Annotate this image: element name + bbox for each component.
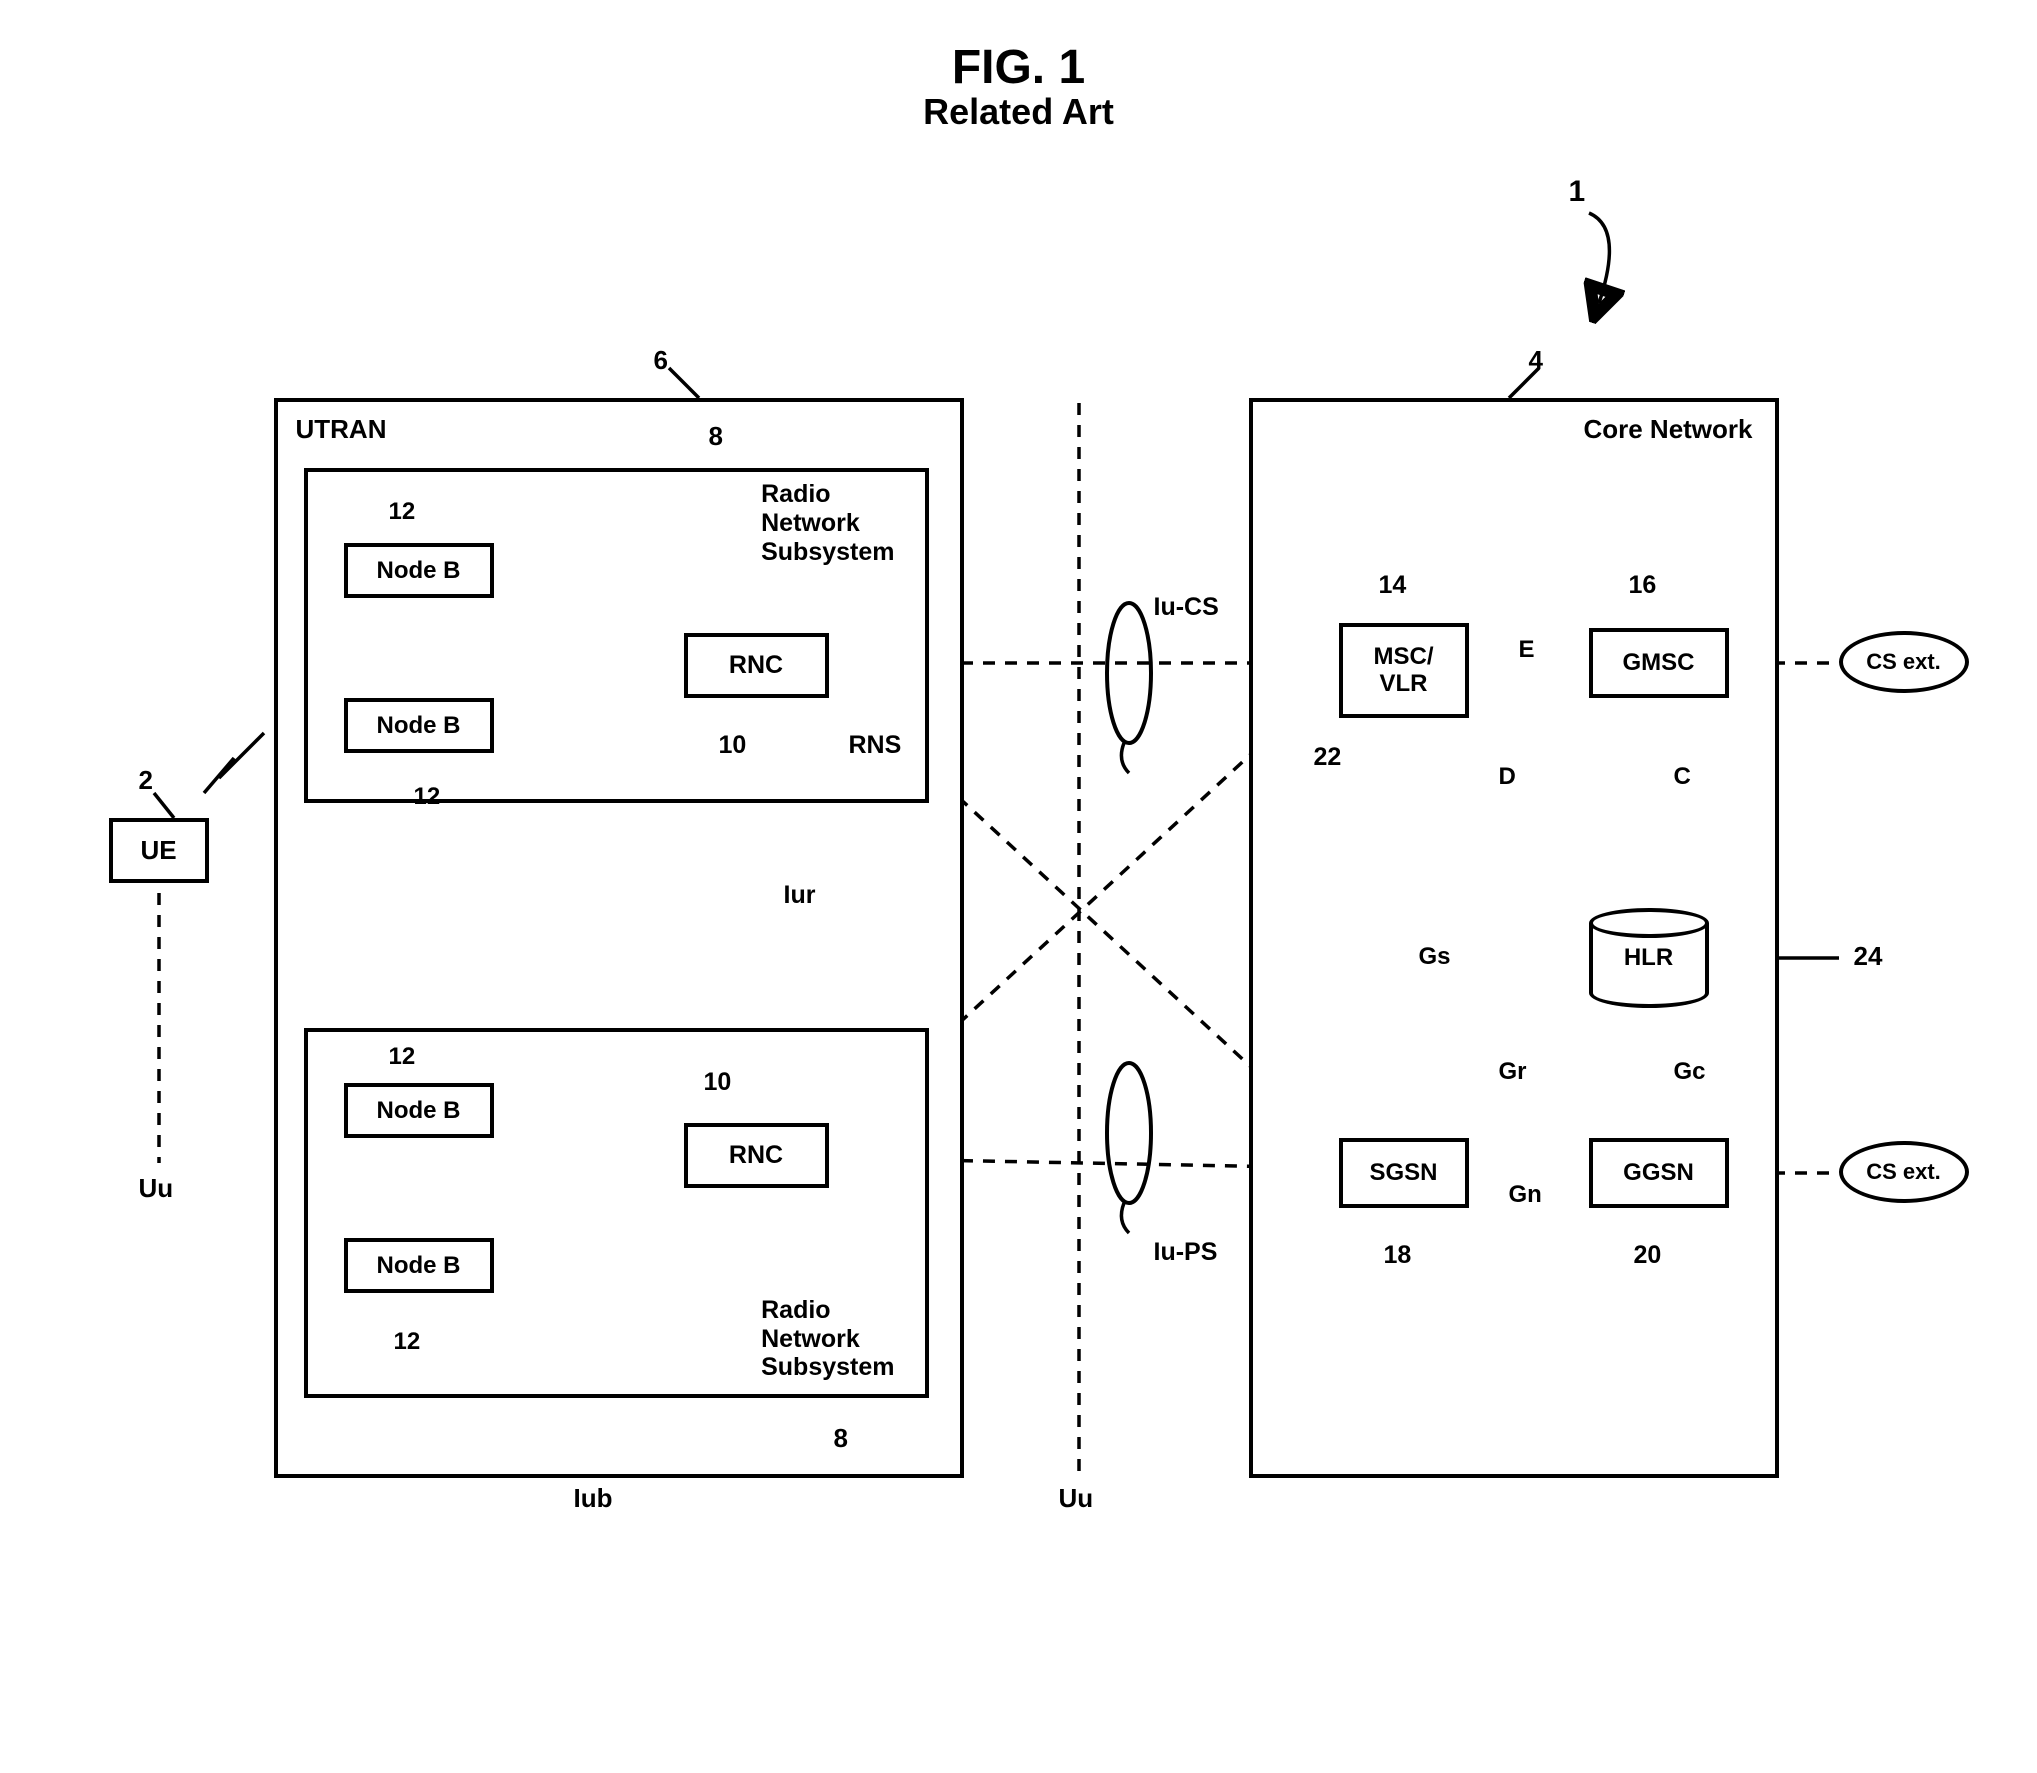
label-iub: Iub	[574, 1483, 613, 1514]
title-main: FIG. 1	[40, 40, 1997, 95]
figure-title: FIG. 1 Related Art	[40, 40, 1997, 133]
rns-bot-l2: Network	[761, 1325, 894, 1354]
node-sgsn: SGSN	[1339, 1138, 1469, 1208]
if-Gr: Gr	[1499, 1058, 1527, 1086]
label-iucs: Iu-CS	[1154, 593, 1219, 622]
ref-16: 16	[1629, 571, 1657, 600]
node-cs-ext-top: CS ext.	[1839, 631, 1969, 693]
if-E: E	[1519, 636, 1535, 664]
core-label: Core Network	[1583, 414, 1752, 445]
ref-8-bot: 8	[834, 1423, 848, 1454]
node-ue: UE	[109, 818, 209, 883]
ue-label: UE	[140, 835, 176, 866]
ref-18: 18	[1384, 1241, 1412, 1270]
node-nodeb-1: Node B	[344, 543, 494, 598]
node-gmsc: GMSC	[1589, 628, 1729, 698]
ref-2: 2	[139, 765, 153, 796]
if-Gn: Gn	[1509, 1181, 1542, 1209]
node-ggsn: GGSN	[1589, 1138, 1729, 1208]
if-C: C	[1674, 763, 1691, 791]
ref-12-b: 12	[414, 783, 441, 811]
ref-4: 4	[1529, 345, 1543, 376]
ref-24: 24	[1854, 941, 1883, 972]
node-nodeb-2: Node B	[344, 698, 494, 753]
rns-top-l3: Subsystem	[761, 538, 894, 567]
utran-label: UTRAN	[296, 414, 387, 445]
rns-top-l2: Network	[761, 509, 894, 538]
rns-bot-l1: Radio	[761, 1296, 894, 1325]
label-uu-center: Uu	[1059, 1483, 1094, 1514]
node-rnc-top: RNC	[684, 633, 829, 698]
ref-12-d: 12	[394, 1328, 421, 1356]
ref-10-bot: 10	[704, 1068, 732, 1097]
ref-6: 6	[654, 345, 668, 376]
label-iur: Iur	[784, 881, 816, 910]
ref-12-c: 12	[389, 1043, 416, 1071]
ref-20: 20	[1634, 1241, 1662, 1270]
node-cs-ext-bot: CS ext.	[1839, 1141, 1969, 1203]
rns-top-l1: Radio	[761, 480, 894, 509]
ref-1: 1	[1569, 175, 1586, 209]
rns-bot-l3: Subsystem	[761, 1353, 894, 1382]
ref-22: 22	[1314, 743, 1342, 772]
node-hlr: HLR	[1589, 908, 1709, 1008]
node-msc: MSC/ VLR	[1339, 623, 1469, 718]
title-sub: Related Art	[40, 91, 1997, 133]
node-rnc-bot: RNC	[684, 1123, 829, 1188]
diagram-canvas: 1 UE 2 Uu UTRAN 6 Radio Network Subsyste…	[69, 173, 1969, 1573]
if-Gc: Gc	[1674, 1058, 1706, 1086]
if-D: D	[1499, 763, 1516, 791]
ref-10-top: 10	[719, 731, 747, 760]
ref-14: 14	[1379, 571, 1407, 600]
if-Gs: Gs	[1419, 943, 1451, 971]
node-nodeb-4: Node B	[344, 1238, 494, 1293]
label-uu-left: Uu	[139, 1173, 174, 1204]
rns-tag: RNS	[849, 731, 902, 760]
ref-12-a: 12	[389, 498, 416, 526]
ref-8-top: 8	[709, 421, 723, 452]
node-nodeb-3: Node B	[344, 1083, 494, 1138]
label-iups: Iu-PS	[1154, 1238, 1218, 1267]
